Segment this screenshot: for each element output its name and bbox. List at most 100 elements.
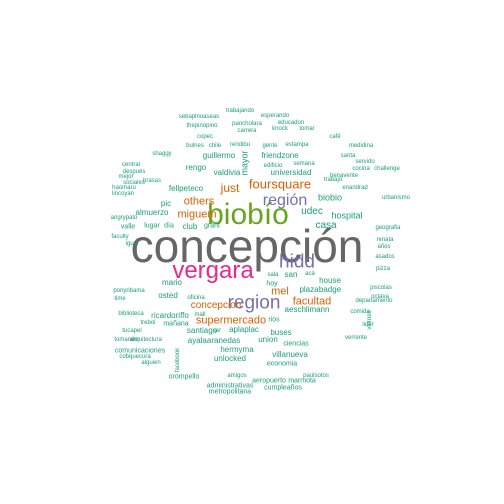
word-enandrad: enandrad	[342, 185, 368, 191]
word-oficina: oficina	[187, 295, 205, 301]
word-haomaru: haomaru	[112, 185, 136, 191]
word-tucapel: tucapel	[122, 328, 142, 334]
word-amigos: amigos	[227, 373, 247, 379]
word-comida: comida	[350, 309, 370, 315]
word-benavente: benavente	[329, 173, 359, 179]
word-valle: valle	[120, 223, 136, 231]
word-sociales: sociales	[123, 180, 145, 186]
word-region: region	[227, 292, 281, 314]
word-grant: grant	[204, 222, 220, 230]
word-others: others	[183, 195, 215, 208]
word-urbanismo: urbanismo	[381, 195, 411, 201]
word-lugar: lugar	[144, 222, 160, 230]
word-santiago: santiago	[186, 326, 218, 335]
word-administrativas: administrativas	[206, 382, 254, 390]
word-mayor: mayor	[239, 150, 250, 176]
word-rengo: rengo	[185, 163, 207, 172]
word-pic: pic	[160, 199, 172, 208]
word-concepcion: concepción	[130, 220, 364, 272]
word-badge: badge	[318, 285, 342, 294]
word-guillermo: guillermo	[202, 151, 236, 160]
word-alguien: alguien	[141, 360, 161, 366]
word-brasas: brasas	[142, 178, 162, 184]
word-hermyma: hermyma	[220, 345, 254, 354]
word-trebol: trebol	[140, 320, 156, 326]
word-sebaplnoaseas: sebaplnoaseas	[178, 114, 220, 120]
word-piscolas: piscolas	[370, 285, 392, 291]
word-hidd: hidd	[279, 251, 315, 273]
word-udec: udec	[301, 206, 323, 217]
word-paulsotos: paulsotos	[303, 373, 329, 379]
word-san: san	[284, 270, 298, 279]
word-verrente: verrente	[344, 335, 368, 341]
word-santa: santa	[340, 153, 356, 159]
word-octava: octava	[371, 294, 389, 300]
word-carrera: carrera	[237, 128, 257, 134]
word-tomar: tomar	[299, 126, 315, 132]
word-ciencias: ciencias	[283, 340, 309, 348]
word-universidad: universidad	[270, 168, 312, 177]
word-knock: knock	[272, 126, 288, 132]
word-esperando: esperando	[260, 113, 290, 119]
word-chile: chile	[208, 143, 222, 149]
word-ponyribama: ponyribama	[113, 288, 145, 294]
word-geografia: geografia	[375, 225, 401, 231]
word-unlocked: unlocked	[213, 354, 247, 363]
word-friendzone: friendzone	[261, 151, 299, 160]
word-trabajo: trabajo	[323, 177, 343, 183]
word-facebook: facebook	[175, 347, 181, 373]
word-educadon: educadon	[277, 120, 305, 126]
word-economia: economia	[266, 360, 298, 368]
word-comunicaciones: comunicaciones	[114, 347, 166, 355]
word-estampa: estampa	[285, 142, 309, 148]
word-hospital: hospital	[331, 210, 363, 221]
word-servido: servido	[355, 159, 375, 165]
word-sala: sala	[267, 272, 279, 278]
word-lincoyan: lincoyan	[111, 191, 135, 197]
word-marmota: marmota	[288, 377, 316, 385]
word-trabajando: trabajando	[225, 108, 255, 114]
word-hoy: hoy	[266, 280, 278, 288]
word-copec: copec	[196, 134, 214, 140]
word-edificio: edificio	[263, 163, 283, 169]
word-arquitectura: arquitectura	[130, 337, 162, 343]
word-bulnes: bulnes	[186, 143, 204, 149]
word-asados: asados	[375, 254, 395, 260]
word-central: central	[121, 162, 141, 168]
word-fellpeteco: fellpeteco	[168, 184, 204, 193]
word-region-acc: región	[262, 192, 308, 209]
word-orompello: orompello	[168, 373, 200, 381]
word-mario: mario	[161, 278, 183, 287]
word-just: just	[220, 181, 240, 195]
word-biobio-plain: biobio	[317, 192, 343, 203]
word-almuerzo: almuerzo	[135, 208, 169, 217]
word-house: house	[319, 276, 341, 285]
word-vergara: vergara	[172, 257, 254, 284]
word-metropolitana: metropolitana	[208, 388, 252, 396]
word-gente: gente	[262, 143, 278, 149]
word-biblioteca: biblioteca	[118, 311, 144, 317]
word-union: union	[258, 335, 278, 344]
word-tomando: tomando	[114, 337, 138, 343]
word-dia: día	[164, 222, 174, 230]
word-biobio: biobío	[207, 198, 289, 231]
word-rios: rios	[268, 316, 280, 324]
word-aeropuerto: aeropuerto	[252, 377, 286, 385]
word-ayalaaranedas: ayalaaranedas	[187, 336, 241, 345]
word-departamento: departamento	[355, 298, 393, 304]
word-cobquecura: cobquecura	[119, 354, 151, 360]
word-challenge: challenge	[374, 166, 400, 172]
word-miguem: miguem	[177, 208, 217, 221]
word-osted: osted	[158, 291, 178, 300]
word-casa: casa	[315, 220, 337, 231]
word-ser: ser	[212, 328, 222, 334]
word-semana: semana	[293, 161, 315, 167]
word-manana: mañana	[163, 320, 189, 328]
word-thepinopino: thepinopino	[186, 123, 218, 129]
word-mall: mall	[194, 312, 206, 318]
word-mejor: mejor	[118, 174, 134, 180]
word-mel: mel	[271, 285, 289, 298]
word-aca: acá	[305, 271, 315, 277]
word-viernes: viernes	[367, 310, 373, 330]
